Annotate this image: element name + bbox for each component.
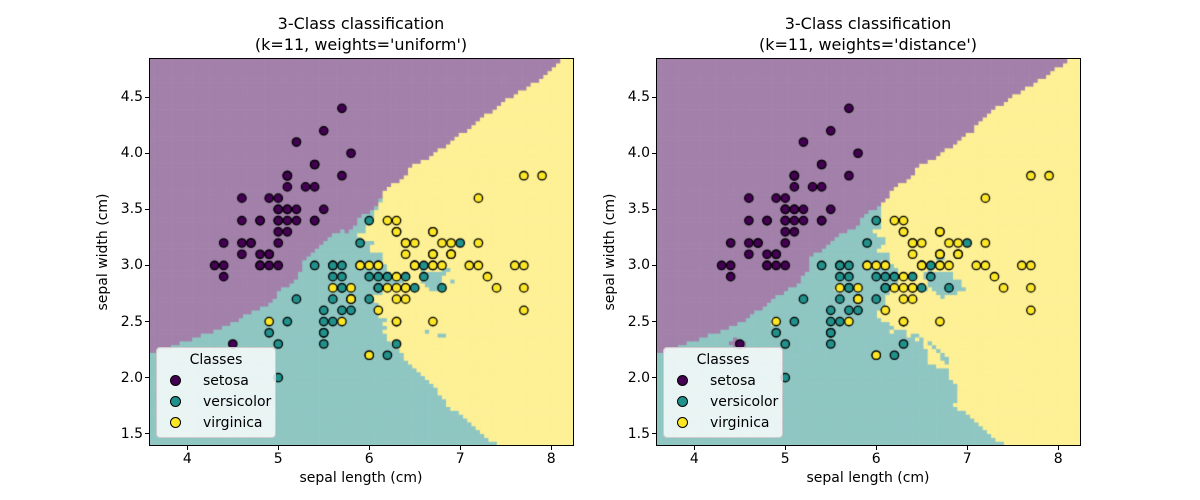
x-tick-mark: [550, 446, 552, 450]
y-tick-label: 4.5: [627, 89, 650, 106]
y-tick-mark: [145, 208, 149, 210]
legend-marker-icon: [677, 375, 688, 386]
x-tick-label: 5: [780, 451, 790, 467]
y-tick-label: 3.0: [627, 257, 650, 274]
y-tick-mark: [145, 433, 149, 435]
y-tick-label: 3.0: [120, 257, 143, 274]
legend-entry-virginica: virginica: [664, 412, 782, 433]
x-tick-mark: [875, 446, 877, 450]
x-tick-label: 7: [455, 451, 465, 467]
y-tick-mark: [145, 321, 149, 323]
legend-marker-icon: [170, 375, 181, 386]
y-tick-mark: [652, 208, 656, 210]
y-tick-mark: [652, 433, 656, 435]
y-tick-mark: [652, 377, 656, 379]
x-tick-label: 8: [546, 451, 556, 467]
legend-entry-setosa: setosa: [157, 370, 275, 391]
legend: Classes setosa versicolor virginica: [663, 347, 783, 438]
axes-distance: Classes setosa versicolor virginica: [656, 58, 1081, 446]
y-tick-label: 4.0: [120, 145, 143, 162]
legend-title: Classes: [696, 352, 750, 368]
y-tick-label: 2.5: [120, 313, 143, 330]
legend-entries: setosa versicolor virginica: [157, 370, 275, 433]
legend-entry-label: virginica: [203, 414, 263, 431]
x-tick-mark: [693, 446, 695, 450]
y-tick-mark: [145, 377, 149, 379]
legend-title: Classes: [189, 352, 243, 368]
y-tick-label: 2.0: [627, 369, 650, 386]
x-axis-label: sepal length (cm): [299, 470, 423, 486]
y-tick-label: 2.5: [627, 313, 650, 330]
plot-title-distance: 3-Class classification (k=11, weights='d…: [759, 13, 977, 55]
x-tick-mark: [459, 446, 461, 450]
y-tick-label: 4.0: [627, 145, 650, 162]
legend-marker-icon: [677, 417, 688, 428]
y-tick-mark: [652, 96, 656, 98]
legend-entry-versicolor: versicolor: [157, 391, 275, 412]
x-tick-mark: [277, 446, 279, 450]
x-tick-label: 4: [689, 451, 699, 467]
plot-title-line2: (k=11, weights='distance'): [759, 35, 977, 54]
y-tick-label: 2.0: [120, 369, 143, 386]
y-tick-mark: [145, 152, 149, 154]
x-tick-mark: [784, 446, 786, 450]
x-axis-label: sepal length (cm): [806, 470, 930, 486]
x-tick-label: 4: [182, 451, 192, 467]
x-tick-label: 5: [273, 451, 283, 467]
legend-entry-label: versicolor: [710, 393, 779, 410]
x-tick-label: 6: [871, 451, 881, 467]
x-tick-mark: [1057, 446, 1059, 450]
plot-title-line1: 3-Class classification: [277, 14, 445, 33]
legend-entry-virginica: virginica: [157, 412, 275, 433]
y-tick-mark: [652, 264, 656, 266]
axes-uniform: Classes setosa versicolor virginica: [149, 58, 574, 446]
y-tick-mark: [145, 264, 149, 266]
legend-entry-label: versicolor: [203, 393, 272, 410]
x-tick-label: 7: [962, 451, 972, 467]
y-tick-label: 1.5: [120, 425, 143, 442]
legend-entry-setosa: setosa: [664, 370, 782, 391]
legend: Classes setosa versicolor virginica: [156, 347, 276, 438]
x-tick-mark: [186, 446, 188, 450]
legend-entry-label: setosa: [203, 372, 249, 389]
plot-title-line2: (k=11, weights='uniform'): [254, 35, 468, 54]
y-tick-label: 1.5: [627, 425, 650, 442]
legend-entry-label: virginica: [710, 414, 770, 431]
y-tick-label: 4.5: [120, 89, 143, 106]
y-tick-mark: [145, 96, 149, 98]
legend-entry-label: setosa: [710, 372, 756, 389]
legend-marker-icon: [677, 396, 688, 407]
x-tick-mark: [368, 446, 370, 450]
legend-marker-icon: [170, 417, 181, 428]
legend-entries: setosa versicolor virginica: [664, 370, 782, 433]
y-tick-label: 3.5: [120, 201, 143, 218]
plot-title-line1: 3-Class classification: [784, 14, 952, 33]
legend-entry-versicolor: versicolor: [664, 391, 782, 412]
plot-title-uniform: 3-Class classification (k=11, weights='u…: [255, 13, 467, 55]
legend-marker-icon: [170, 396, 181, 407]
y-tick-mark: [652, 321, 656, 323]
y-tick-label: 3.5: [627, 201, 650, 218]
y-tick-mark: [652, 152, 656, 154]
x-tick-mark: [966, 446, 968, 450]
x-tick-label: 6: [364, 451, 374, 467]
x-tick-label: 8: [1053, 451, 1063, 467]
